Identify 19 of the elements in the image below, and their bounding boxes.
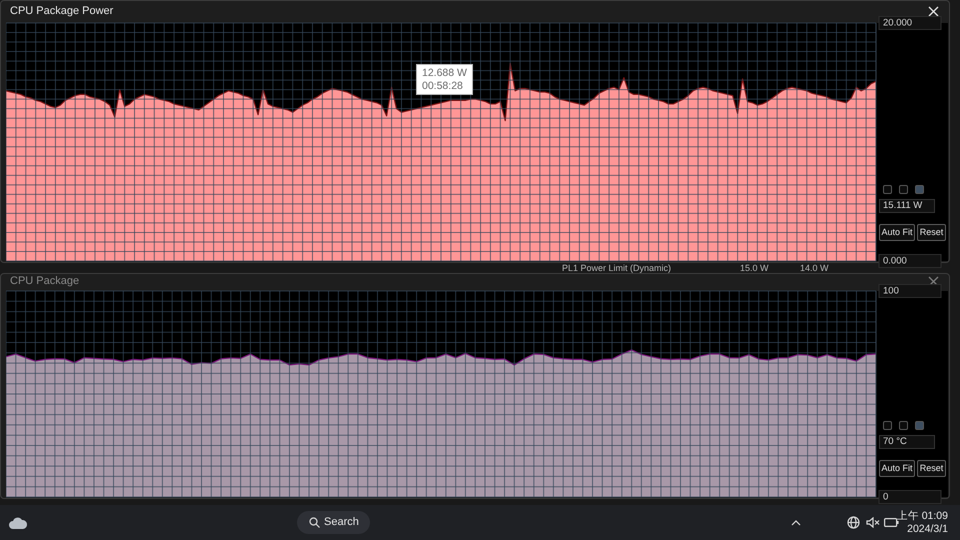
button: Reset	[917, 460, 946, 477]
button: Auto Fit	[879, 224, 915, 241]
search-field: Search	[297, 511, 370, 534]
chart-title: CPU Package Power	[10, 4, 114, 18]
text: 2024/3/1	[907, 523, 948, 536]
y-tick-label: 0	[883, 492, 888, 502]
button: Reset	[917, 224, 946, 241]
annotation: 12.688 W 00:58:28	[422, 67, 467, 92]
text: 15.0 W	[740, 263, 769, 273]
button: Auto Fit	[879, 460, 915, 477]
y-tick-label: 20.000	[883, 18, 912, 28]
text: 上午 01:09	[896, 510, 948, 523]
y-tick-label: 100	[883, 286, 899, 296]
chart-title: CPU Package	[10, 274, 80, 288]
text: 14.0 W	[800, 263, 829, 273]
value-field: 15.111 W	[879, 199, 935, 213]
y-tick-label: 0.000	[883, 256, 907, 266]
text: PL1 Power Limit (Dynamic)	[562, 263, 672, 273]
value-field: 70 °C	[879, 435, 935, 449]
